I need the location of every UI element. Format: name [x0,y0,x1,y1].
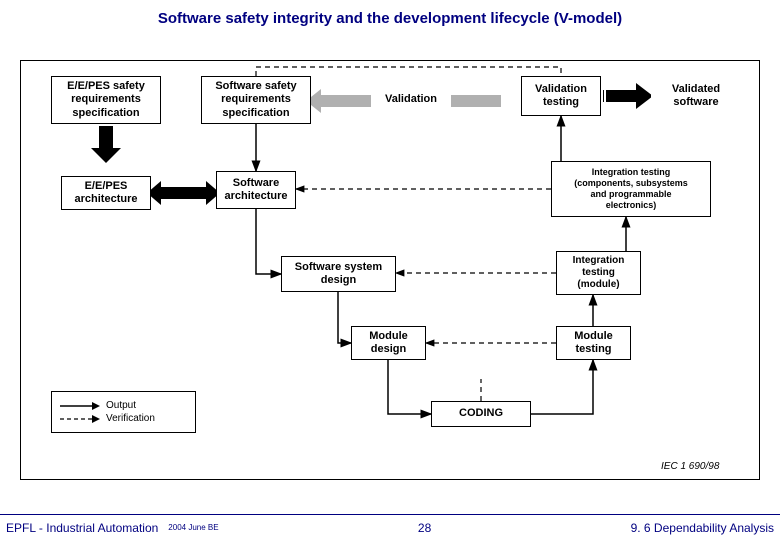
box-coding: CODING [431,401,531,427]
arrow-eepes-down [91,126,121,163]
iec-label: IEC 1 690/98 [661,461,719,472]
footer-left: EPFL - Industrial Automation [0,521,158,535]
box-modTest: Moduletesting [556,326,631,360]
page-title: Software safety integrity and the develo… [0,0,780,27]
box-eepesArch: E/E/PESarchitecture [61,176,151,210]
box-swSysDes: Software systemdesign [281,256,396,292]
footer-date: 2004 June BE [158,523,218,532]
arrow-to-validated [600,83,653,109]
legend-verification-label: Verification [106,413,155,424]
legend-output-label: Output [106,400,136,411]
footer-page: 28 [219,521,631,535]
box-intTestMod: Integrationtesting(module) [556,251,641,295]
box-modDes: Moduledesign [351,326,426,360]
v-model-diagram: E/E/PES safetyrequirementsspecification S… [20,60,760,480]
footer-right: 9. 6 Dependability Analysis [631,521,780,535]
box-eepesReq: E/E/PES safetyrequirementsspecification [51,76,161,124]
arrow-arch-double [147,181,220,205]
box-intTest: Integration testing(components, subsyste… [551,161,711,217]
legend: Output Verification [51,391,196,433]
footer: EPFL - Industrial Automation 2004 June B… [0,514,780,540]
box-swReq: Software safetyrequirementsspecification [201,76,311,124]
box-validation: Validation [371,91,451,109]
box-valSw: Validatedsoftware [651,81,741,111]
box-swArch: Softwarearchitecture [216,171,296,209]
box-valTesting: Validationtesting [521,76,601,116]
